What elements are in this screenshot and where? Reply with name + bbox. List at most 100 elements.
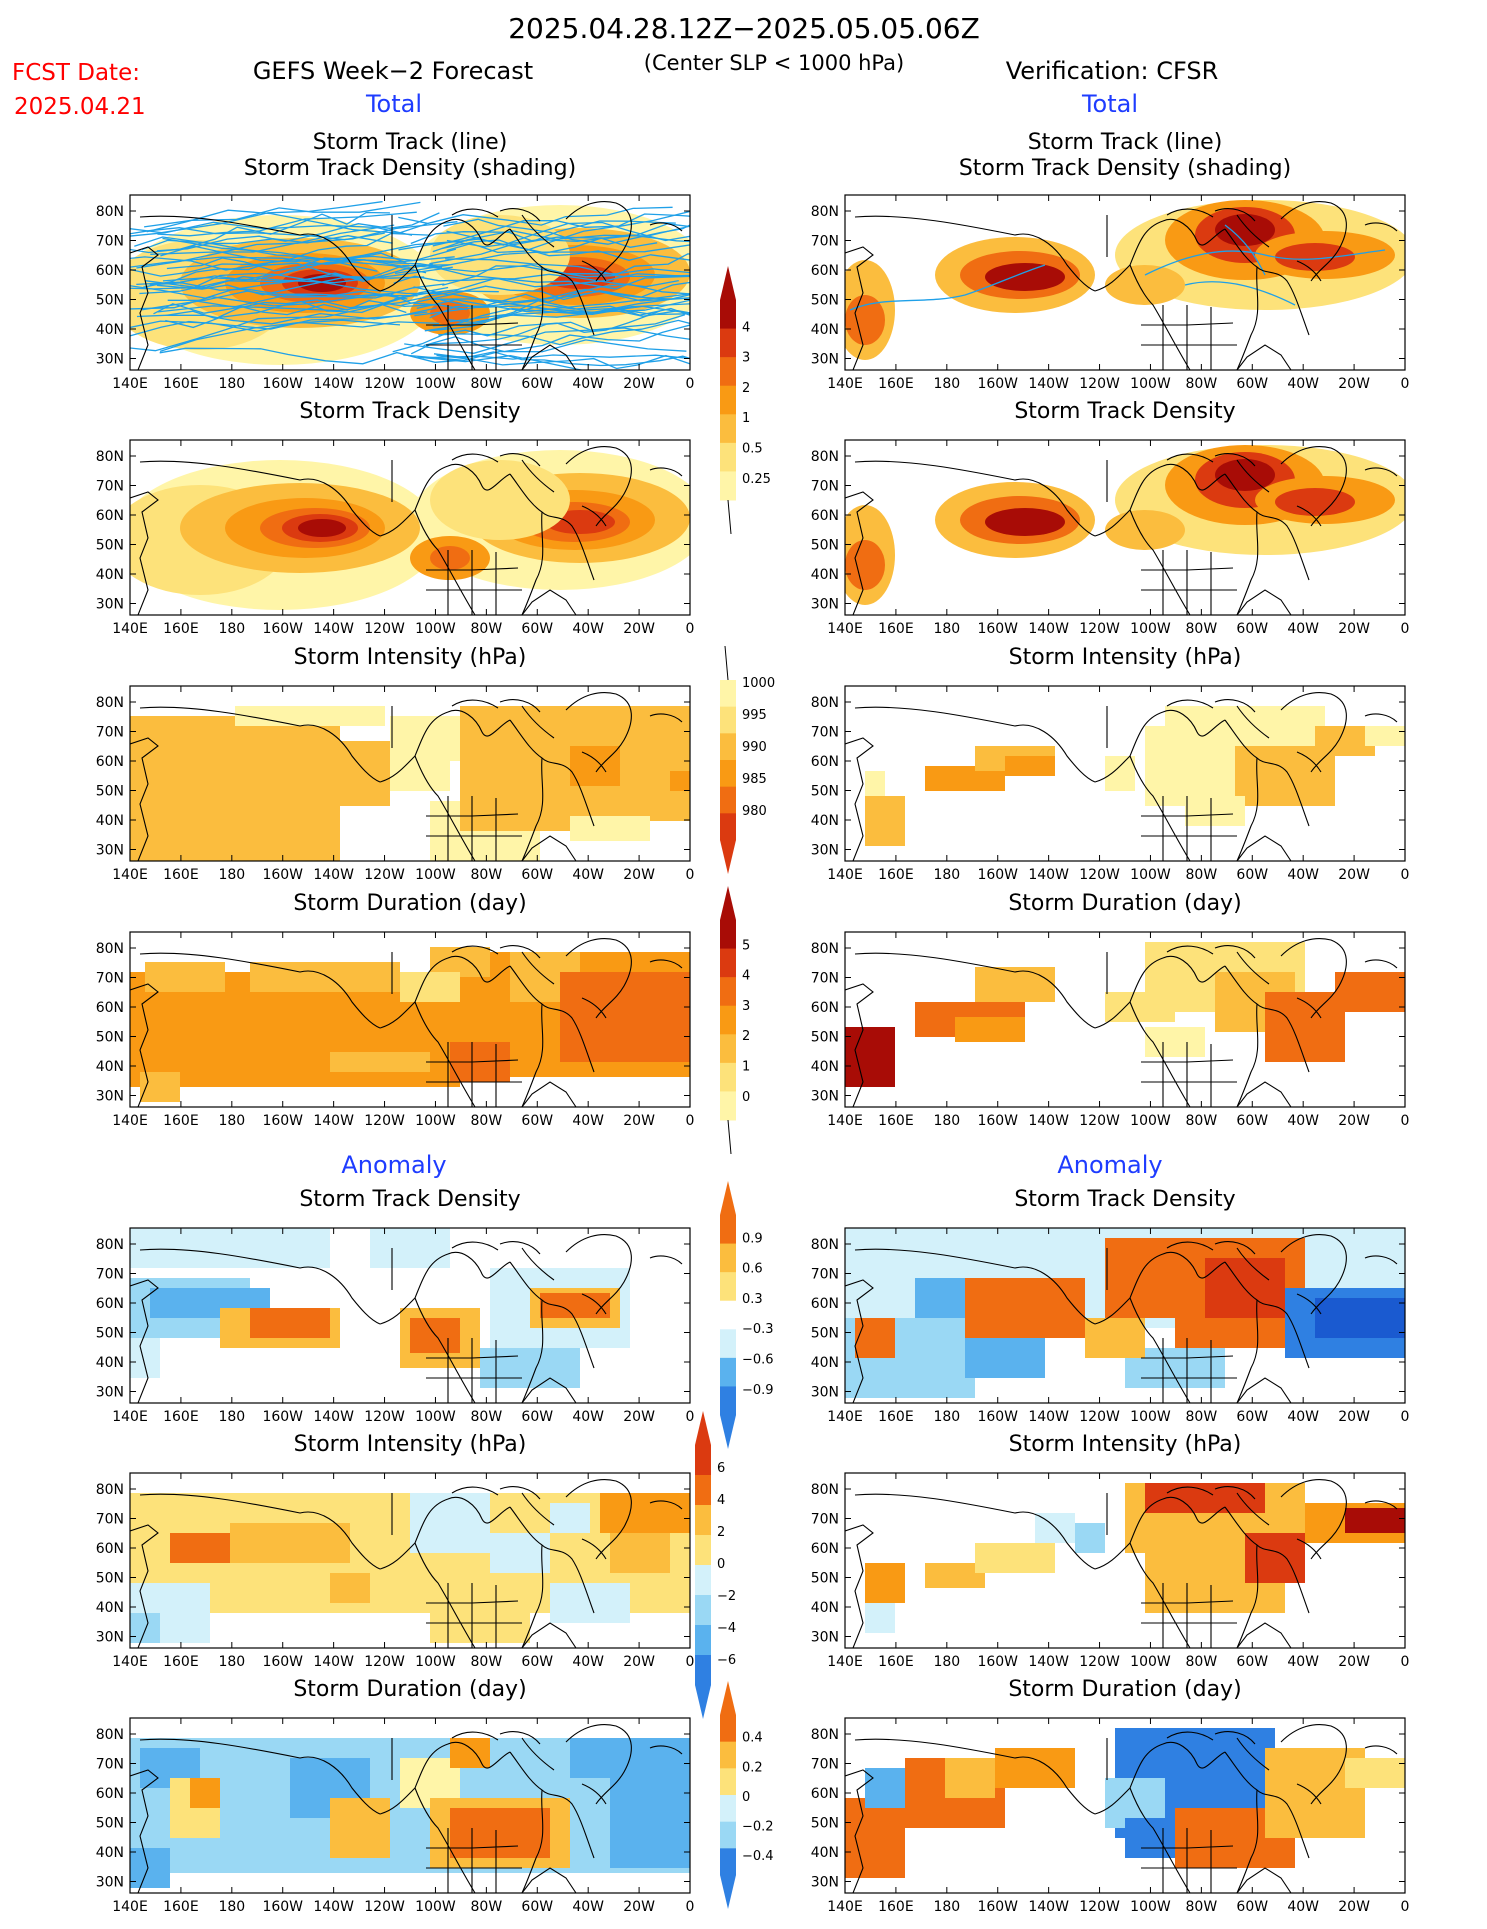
lon-tick-label: 160W [977, 1654, 1018, 1670]
lon-tick-label: 40W [572, 1113, 604, 1129]
coastline [845, 938, 1398, 1107]
panel-title: Storm Intensity (hPa) [294, 645, 527, 670]
cfsr-track-panel: Storm Track (line)Storm Track Density (s… [811, 130, 1410, 392]
lat-tick-label: 40N [96, 567, 124, 583]
colorbar-swatch [695, 1535, 711, 1566]
lat-tick-label: 30N [96, 597, 124, 613]
lat-tick-label: 50N [96, 784, 124, 800]
lon-tick-label: 80W [1186, 1113, 1218, 1129]
lon-tick-label: 140W [313, 1899, 354, 1915]
duration-anomaly-colorbar: 0.4 0.2 0 −0.2 −0.4 [720, 1681, 774, 1909]
lon-tick-label: 160E [163, 1654, 199, 1670]
coastline [130, 938, 683, 1107]
shading-cell [1365, 726, 1405, 746]
colorbar-swatch [720, 1821, 736, 1849]
shading-cell [1205, 1258, 1285, 1318]
lon-tick-label: 40W [1287, 1409, 1319, 1425]
lat-tick-label: 60N [96, 508, 124, 524]
lon-tick-label: 180 [933, 376, 960, 392]
shading-cell [610, 1778, 690, 1868]
lat-tick-label: 80N [811, 449, 839, 465]
left-total-label: Total [365, 90, 422, 118]
lon-tick-label: 160W [977, 1409, 1018, 1425]
lon-tick-label: 80W [471, 1654, 503, 1670]
shading-field [845, 440, 1405, 615]
lon-tick-label: 40W [1287, 621, 1319, 637]
lon-tick-label: 160E [163, 1899, 199, 1915]
cfsr-intensity-panel: Storm Intensity (hPa) 80N 70N 60N 50N 40N 30N 1… [811, 645, 1410, 883]
lon-tick-label: 100W [415, 1409, 456, 1425]
lat-tick-label: 40N [811, 567, 839, 583]
lat-tick-label: 80N [96, 449, 124, 465]
lat-tick-label: 40N [811, 322, 839, 338]
colorbar-swatch [720, 1848, 736, 1876]
lat-tick-label: 40N [811, 1845, 839, 1861]
lon-tick-label: 180 [933, 1899, 960, 1915]
lon-tick-label: 100W [1130, 376, 1171, 392]
lon-tick-label: 20W [623, 1409, 655, 1425]
lon-tick-label: 160E [878, 376, 914, 392]
shading-cell [995, 1748, 1075, 1788]
lon-tick-label: 20W [1338, 1654, 1370, 1670]
lon-tick-label: 0 [686, 621, 695, 637]
duration-total-colorbar: 5 4 3 2 1 0 [720, 886, 750, 1155]
lon-tick-label: 140E [112, 1899, 148, 1915]
lat-tick-label: 70N [811, 971, 839, 987]
lon-tick-label: 120W [1079, 1409, 1120, 1425]
colorbar-label: 980 [742, 804, 767, 819]
shading-field [845, 1718, 1405, 1893]
colorbar-swatch [720, 733, 736, 761]
lon-tick-label: 120W [1079, 867, 1120, 883]
lat-tick-label: 60N [96, 1296, 124, 1312]
colorbar-swatch [720, 1329, 736, 1359]
lon-tick-label: 60W [521, 867, 553, 883]
lat-tick-label: 80N [811, 1237, 839, 1253]
lon-tick-label: 100W [415, 1113, 456, 1129]
colorbar-swatch [720, 1357, 736, 1387]
colorbar-swatch [720, 920, 736, 950]
lat-tick-label: 60N [811, 508, 839, 524]
lon-tick-label: 80W [1186, 376, 1218, 392]
lat-tick-label: 60N [96, 754, 124, 770]
shading-cell [190, 1778, 220, 1808]
lon-tick-label: 140E [827, 867, 863, 883]
shading-cell [845, 1798, 905, 1878]
lat-tick-label: 60N [811, 1296, 839, 1312]
lon-tick-label: 160E [878, 1654, 914, 1670]
shading-cell [235, 706, 385, 726]
shading-cell [1275, 488, 1355, 516]
lon-tick-label: 40W [572, 1899, 604, 1915]
lon-tick-label: 40W [1287, 1654, 1319, 1670]
lat-tick-label: 70N [96, 971, 124, 987]
colorbar-swatch [720, 1034, 736, 1064]
lon-tick-label: 160E [163, 867, 199, 883]
lat-tick-label: 50N [811, 1030, 839, 1046]
lat-tick-label: 50N [96, 293, 124, 309]
cfsr-density-anomaly-panel: Storm Track Density 80N 70N 60N 50N 40N 30N 140… [811, 1187, 1410, 1425]
shading-field [130, 1473, 690, 1648]
colorbar-label: 2 [742, 381, 750, 396]
panel-title: Storm Intensity (hPa) [294, 1432, 527, 1457]
shading-cell [450, 1738, 490, 1768]
lon-tick-label: 60W [521, 1113, 553, 1129]
lon-tick-label: 100W [415, 621, 456, 637]
lat-tick-label: 80N [96, 695, 124, 711]
shading-cell [570, 746, 620, 786]
lat-tick-label: 70N [811, 479, 839, 495]
lon-tick-label: 20W [623, 1899, 655, 1915]
lon-tick-label: 140E [112, 376, 148, 392]
lon-tick-label: 0 [686, 1899, 695, 1915]
lon-tick-label: 180 [933, 1409, 960, 1425]
right-total-label: Total [1081, 90, 1138, 118]
coastline [845, 446, 1398, 615]
shading-cell [845, 540, 885, 590]
lat-tick-label: 70N [96, 725, 124, 741]
shading-cell [1105, 510, 1185, 550]
lon-tick-label: 0 [1401, 621, 1410, 637]
colorbar-label: 5 [742, 938, 750, 953]
cfsr-duration-panel: Storm Duration (day) 80N 70N 60N 50N 40N 30N 14… [811, 891, 1410, 1129]
density-anomaly-colorbar: 0.9 0.6 0.3 −0.3 −0.6 −0.9 [720, 1181, 774, 1449]
colorbar-label: 3 [742, 999, 750, 1014]
lat-tick-label: 30N [96, 843, 124, 859]
colorbar-swatch [720, 1062, 736, 1092]
